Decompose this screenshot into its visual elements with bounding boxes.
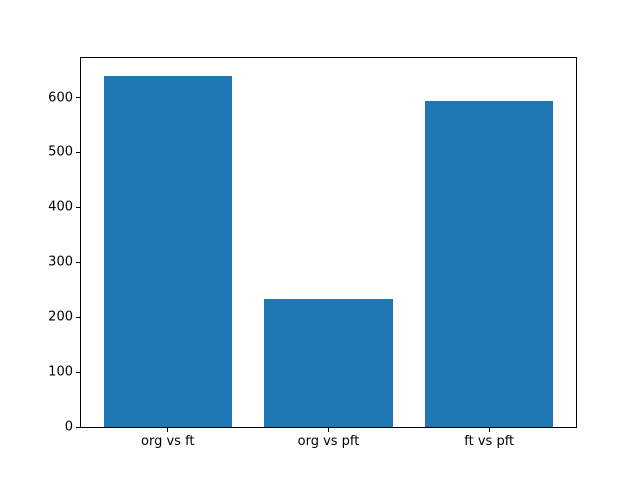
y-axis-tick [76,426,80,428]
x-axis-tick [328,428,329,432]
bar-org-vs-ft [103,75,233,427]
y-axis-tick-label: 0 [64,419,73,435]
y-axis-tick-label: 300 [48,254,73,270]
x-axis-tick-label: org vs ft [141,434,195,449]
y-axis-tick-label: 400 [48,199,73,215]
y-axis-tick [76,316,80,318]
bar-org-vs-pft [264,299,393,427]
x-axis-tick [488,428,490,432]
y-axis-tick [76,261,80,263]
y-axis-tick-label: 200 [48,309,73,325]
x-axis-tick-label: org vs pft [297,434,360,449]
bar-ft-vs-pft [424,101,554,427]
y-axis-tick [76,151,80,153]
y-axis-tick-label: 600 [48,90,73,106]
y-axis-tick [76,97,80,99]
y-axis-tick [76,206,80,208]
y-axis-tick [76,371,80,373]
x-axis-tick [167,428,169,432]
y-axis-tick-label: 500 [48,144,73,160]
x-axis-tick-label: ft vs pft [464,434,515,449]
y-axis-tick-label: 100 [48,364,73,380]
plot-area: org vs ft org vs pft ft vs pft 0 100 200 300 40… [48,57,577,448]
